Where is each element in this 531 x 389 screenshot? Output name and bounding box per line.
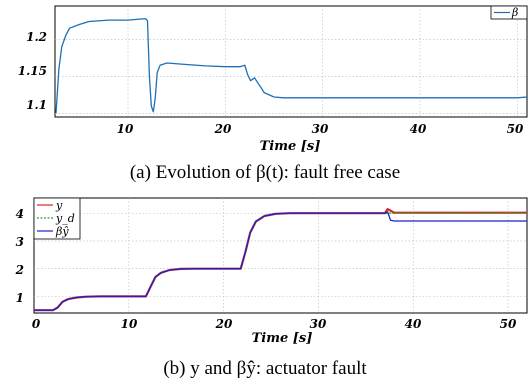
chart-a-xtick-label: 10 <box>117 122 134 136</box>
chart-a-plot-area <box>54 5 528 118</box>
chart-b-legend: y y_d βŷ <box>33 197 81 240</box>
chart-b-xtick-label: 40 <box>405 317 422 331</box>
chart-a-y-ticks: 1.1 1.15 1.2 <box>18 30 47 112</box>
chart-a-ytick-label: 1.2 <box>26 30 47 44</box>
chart-b-ytick-label: 4 <box>16 207 24 221</box>
chart-b-legend-label-yd: y_d <box>55 212 75 225</box>
chart-b-legend-label-y: y <box>55 199 63 212</box>
chart-b-ytick-label: 1 <box>16 291 24 305</box>
chart-b-series-line-2 <box>34 211 527 311</box>
chart-a-xtick-label: 30 <box>312 122 329 136</box>
chart-b-series <box>34 208 527 312</box>
chart-b-x-ticks: 0 10 20 30 40 50 <box>32 317 517 331</box>
chart-b-x-axis-label: Time [s] <box>252 331 313 346</box>
chart-a-legend-label-beta: β <box>511 6 518 19</box>
chart-a: 1.1 1.15 1.2 10 20 30 40 50 Time [s] β (… <box>18 5 528 183</box>
chart-b-caption: (b) y and βŷ: actuator fault <box>163 358 367 379</box>
chart-a-grid <box>55 6 527 117</box>
chart-b: 1 2 3 4 0 10 20 30 40 50 Time [s] y y_d … <box>15 197 528 379</box>
chart-b-xtick-label: 50 <box>500 317 517 331</box>
chart-a-xtick-label: 40 <box>410 122 427 136</box>
chart-b-plot-area <box>33 197 528 314</box>
chart-a-caption: (a) Evolution of β(t): fault free case <box>130 162 400 183</box>
chart-a-xtick-label: 20 <box>214 122 232 136</box>
chart-a-x-axis-label: Time [s] <box>260 139 321 154</box>
chart-a-xtick-label: 50 <box>507 122 524 136</box>
chart-a-x-ticks: 10 20 30 40 50 <box>117 122 524 136</box>
chart-a-ytick-label: 1.15 <box>18 64 47 78</box>
chart-b-xtick-label: 30 <box>310 317 327 331</box>
chart-a-series-line-0 <box>55 17 528 114</box>
chart-b-xtick-label: 10 <box>121 317 138 331</box>
chart-a-ytick-label: 1.1 <box>26 98 47 112</box>
chart-a-series <box>55 17 528 114</box>
chart-b-xtick-label: 20 <box>215 317 233 331</box>
chart-a-legend: β <box>490 5 528 20</box>
chart-b-ytick-label: 2 <box>15 263 24 277</box>
chart-b-xtick-label: 0 <box>32 317 41 331</box>
chart-b-y-ticks: 1 2 3 4 <box>15 207 24 305</box>
chart-b-ytick-label: 3 <box>16 235 24 249</box>
chart-b-legend-label-betayhat: βŷ <box>55 225 69 238</box>
